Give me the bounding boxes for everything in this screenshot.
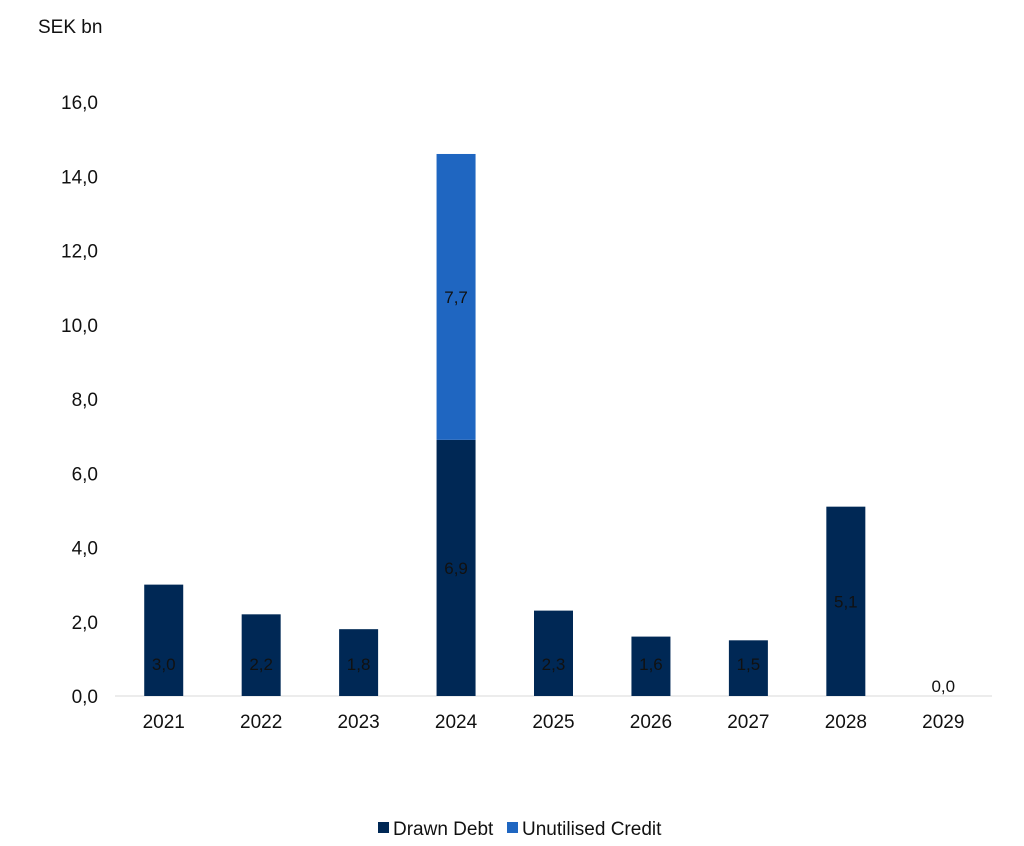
y-tick-label: 14,0 bbox=[61, 167, 98, 188]
bar-segment bbox=[144, 584, 184, 696]
y-tick-label: 12,0 bbox=[61, 242, 98, 263]
bar-segment bbox=[826, 506, 866, 696]
legend-label: Drawn Debt bbox=[393, 819, 494, 840]
bars: 3,0 2,2 1,8 6,9 7,7 2,3 1,6 1,5 5,1 0,0 bbox=[144, 153, 955, 696]
x-tick-label: 2029 bbox=[922, 712, 964, 733]
data-label: 0,0 bbox=[931, 677, 955, 696]
data-label: 1,6 bbox=[639, 655, 663, 674]
legend-label: Unutilised Credit bbox=[522, 819, 662, 840]
x-tick-label: 2028 bbox=[825, 712, 867, 733]
x-axis: 2021 2022 2023 2024 2025 2026 2027 2028 2029 bbox=[143, 712, 965, 733]
data-label: 3,0 bbox=[152, 655, 176, 674]
x-tick-label: 2026 bbox=[630, 712, 672, 733]
x-tick-label: 2023 bbox=[337, 712, 379, 733]
y-axis: 0,0 2,0 4,0 6,0 8,0 10,0 12,0 14,0 16,0 bbox=[61, 93, 98, 708]
y-tick-label: 10,0 bbox=[61, 316, 98, 337]
bar-segment bbox=[534, 610, 573, 696]
data-label: 7,7 bbox=[444, 288, 468, 307]
y-tick-label: 8,0 bbox=[72, 390, 98, 411]
y-unit-label: SEK bn bbox=[38, 17, 102, 38]
bar-segment bbox=[241, 614, 281, 696]
y-tick-label: 2,0 bbox=[72, 613, 98, 634]
data-label: 5,1 bbox=[834, 592, 858, 611]
y-tick-label: 0,0 bbox=[72, 687, 98, 708]
bar-segment bbox=[631, 636, 671, 696]
x-tick-label: 2025 bbox=[532, 712, 574, 733]
legend-swatch bbox=[378, 822, 389, 833]
data-label: 2,3 bbox=[542, 655, 566, 674]
y-tick-label: 4,0 bbox=[72, 539, 98, 560]
x-tick-label: 2027 bbox=[727, 712, 769, 733]
y-tick-label: 6,0 bbox=[72, 464, 98, 485]
data-label: 1,8 bbox=[347, 655, 371, 674]
legend: Drawn Debt Unutilised Credit bbox=[378, 819, 662, 840]
bar-segment bbox=[436, 439, 476, 696]
data-label: 1,5 bbox=[737, 655, 761, 674]
bar-segment bbox=[728, 640, 768, 696]
x-tick-label: 2021 bbox=[143, 712, 185, 733]
bar-segment bbox=[339, 629, 379, 696]
x-tick-label: 2022 bbox=[240, 712, 282, 733]
data-label: 6,9 bbox=[444, 559, 468, 578]
legend-swatch bbox=[507, 822, 518, 833]
data-label: 2,2 bbox=[249, 655, 273, 674]
x-tick-label: 2024 bbox=[435, 712, 478, 733]
y-tick-label: 16,0 bbox=[61, 93, 98, 114]
bar-segment bbox=[436, 153, 476, 440]
